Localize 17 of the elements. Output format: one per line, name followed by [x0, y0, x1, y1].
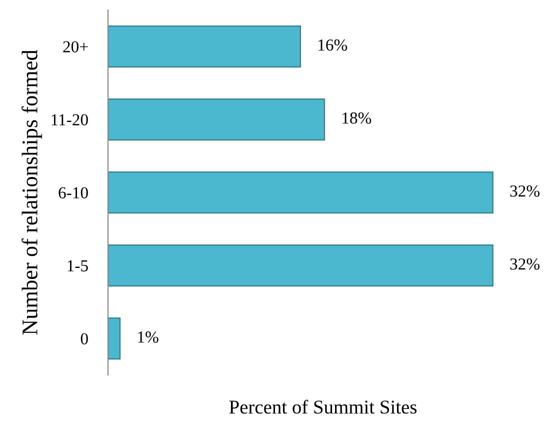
y-tick-label: 20+	[63, 41, 88, 52]
x-axis-title: Percent of Summit Sites	[229, 400, 417, 414]
y-tick-label: 6-10	[58, 187, 88, 198]
y-tick-label: 0	[80, 333, 88, 344]
y-tick-label: 11-20	[52, 114, 88, 126]
bar	[108, 244, 494, 286]
data-label: 1%	[138, 331, 158, 343]
bar	[108, 26, 301, 68]
data-label: 18%	[342, 112, 372, 124]
data-label: 32%	[510, 258, 540, 270]
bar	[108, 98, 326, 140]
bar	[108, 318, 121, 360]
y-tick-label: 1-5	[68, 260, 88, 272]
data-label: 16%	[318, 39, 348, 51]
data-label: 32%	[510, 185, 540, 197]
y-axis-title: Number of relationships formed	[22, 50, 42, 335]
bar	[108, 172, 494, 214]
